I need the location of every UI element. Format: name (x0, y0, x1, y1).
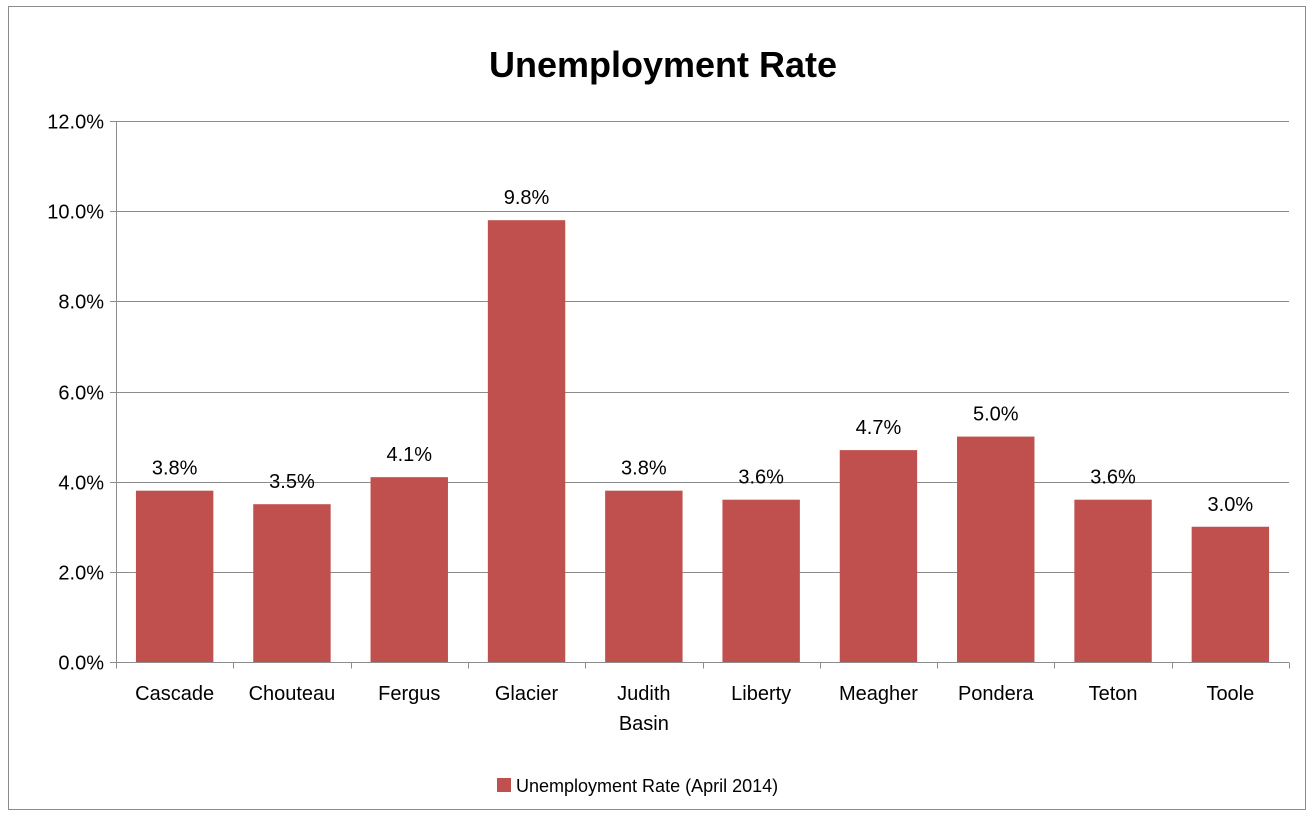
x-tick-label: Cascade (135, 683, 214, 705)
x-tick-label: Fergus (378, 683, 440, 705)
data-label: 3.0% (1208, 494, 1254, 516)
data-label: 9.8% (504, 187, 550, 209)
bar-glacier (487, 220, 566, 662)
bar-judith-basin (605, 490, 683, 662)
axes (110, 121, 1290, 669)
legend-swatch (497, 778, 511, 792)
y-tick-label: 12.0% (47, 112, 104, 134)
bar-toole (1191, 526, 1270, 662)
data-label: 3.5% (269, 471, 315, 493)
y-tick-label: 0.0% (58, 653, 104, 675)
x-tick-label: Judith (617, 683, 670, 705)
bar-teton (1074, 499, 1152, 662)
bar-pondera (957, 436, 1035, 662)
data-label: 3.8% (152, 458, 198, 480)
y-tick-label: 8.0% (58, 292, 104, 314)
data-label: 3.6% (1090, 467, 1136, 489)
y-tick-label: 2.0% (58, 563, 104, 585)
labels: 0.0% 2.0% 4.0% 6.0% 8.0% 10.0% 12.0% 3.8% Cascad… (47, 112, 1254, 736)
bar-fergus (370, 477, 448, 662)
chart-title: Unemployment Rate (489, 44, 837, 85)
x-tick-label: Glacier (495, 683, 559, 705)
x-tick-label: Meagher (839, 683, 918, 705)
data-label: 3.8% (621, 458, 667, 480)
x-tick-label: Liberty (731, 683, 791, 705)
y-tick-label: 6.0% (58, 383, 104, 405)
x-tick-label: Pondera (958, 683, 1034, 705)
y-tick-label: 10.0% (47, 202, 104, 224)
x-tick-label: Teton (1089, 683, 1138, 705)
y-tick-label: 4.0% (58, 473, 104, 495)
bar-liberty (722, 499, 800, 662)
legend-label: Unemployment Rate (April 2014) (516, 776, 778, 796)
chart-frame (8, 6, 1306, 810)
bars (135, 220, 1270, 662)
data-label: 3.6% (738, 467, 784, 489)
x-tick-label: Chouteau (249, 683, 336, 705)
data-label: 4.7% (856, 417, 902, 439)
x-tick-label: Toole (1206, 683, 1254, 705)
legend: Unemployment Rate (April 2014) (497, 776, 778, 796)
data-label: 4.1% (386, 444, 432, 466)
x-tick-label: Basin (619, 713, 669, 735)
bar-meagher (839, 450, 918, 662)
bar-cascade (135, 490, 214, 662)
bar-chouteau (253, 504, 331, 662)
data-label: 5.0% (973, 404, 1019, 426)
